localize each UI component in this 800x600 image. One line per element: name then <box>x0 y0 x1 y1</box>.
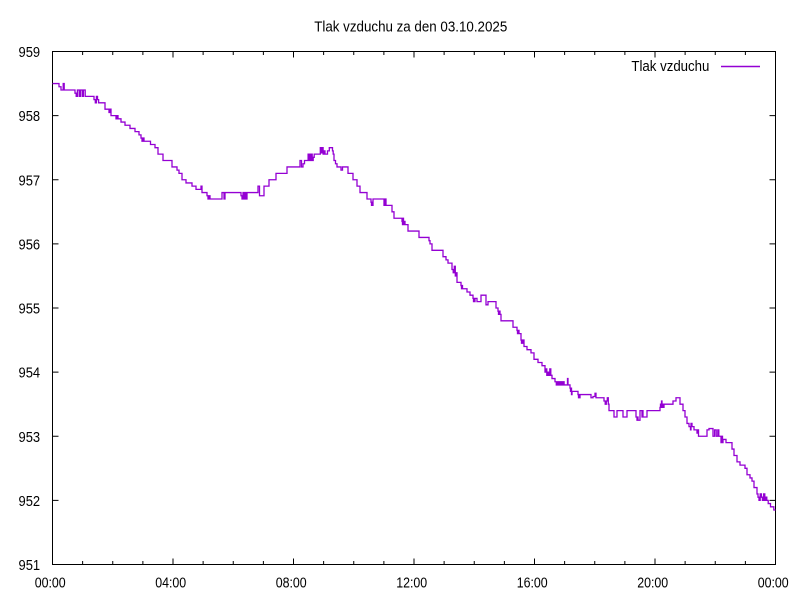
svg-text:12:00: 12:00 <box>396 575 427 592</box>
svg-text:958: 958 <box>19 108 41 125</box>
svg-text:00:00: 00:00 <box>758 575 789 592</box>
svg-text:959: 959 <box>19 44 41 61</box>
svg-text:16:00: 16:00 <box>517 575 548 592</box>
svg-text:08:00: 08:00 <box>276 575 307 592</box>
svg-text:953: 953 <box>19 429 41 446</box>
svg-text:Tlak vzduchu: Tlak vzduchu <box>631 58 709 75</box>
svg-text:20:00: 20:00 <box>637 575 668 592</box>
svg-text:954: 954 <box>19 365 41 382</box>
svg-text:955: 955 <box>19 301 41 318</box>
svg-text:957: 957 <box>19 172 41 189</box>
svg-text:956: 956 <box>19 236 41 253</box>
svg-text:Tlak vzduchu za den 03.10.2025: Tlak vzduchu za den 03.10.2025 <box>314 19 507 36</box>
svg-text:00:00: 00:00 <box>35 575 66 592</box>
svg-text:04:00: 04:00 <box>155 575 186 592</box>
svg-text:952: 952 <box>19 493 41 510</box>
svg-text:951: 951 <box>19 557 41 574</box>
